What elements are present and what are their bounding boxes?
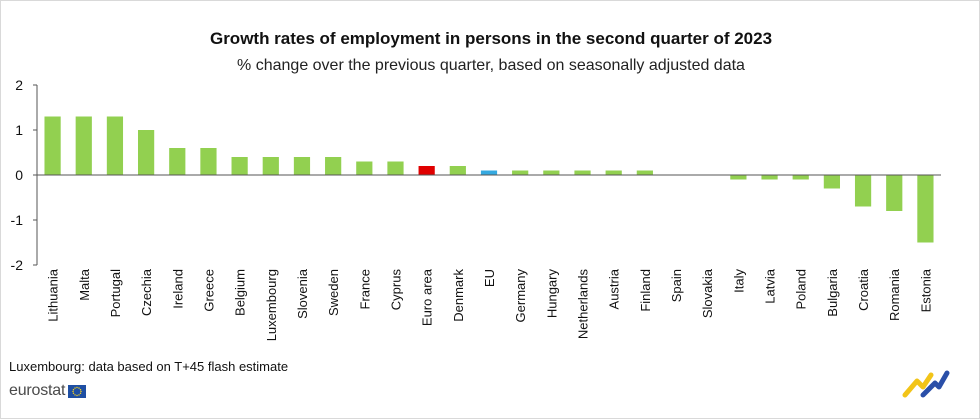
bar-lithuania bbox=[44, 116, 61, 175]
x-tick-label: Greece bbox=[201, 269, 216, 312]
eurostat-logo-text: eurostat bbox=[9, 382, 66, 399]
y-tick-label: 1 bbox=[15, 122, 23, 138]
x-tick-label: Portugal bbox=[108, 269, 123, 318]
x-tick-label: Austria bbox=[607, 268, 622, 309]
x-tick-label: Denmark bbox=[451, 269, 466, 322]
bar-romania bbox=[886, 175, 903, 211]
x-tick-label: Latvia bbox=[763, 268, 778, 303]
bar-poland bbox=[792, 175, 809, 180]
bar-portugal bbox=[106, 116, 124, 175]
bar-germany bbox=[512, 170, 529, 175]
bar-estonia bbox=[917, 175, 934, 243]
bar-cyprus bbox=[387, 161, 404, 175]
bar-czechia bbox=[137, 130, 155, 175]
bar-belgium bbox=[231, 157, 248, 175]
bar-sweden bbox=[325, 157, 342, 175]
x-tick-label: Belgium bbox=[233, 269, 248, 316]
bar-luxembourg bbox=[262, 157, 279, 175]
x-tick-label: Croatia bbox=[856, 268, 871, 311]
y-tick-label: 2 bbox=[15, 77, 23, 93]
y-axis: 2 1 0 -1 -2 bbox=[11, 77, 38, 273]
eurostat-corner-mark-icon bbox=[902, 370, 950, 398]
x-tick-label: Poland bbox=[794, 269, 809, 309]
chart-title: Growth rates of employment in persons in… bbox=[209, 29, 773, 48]
bar-netherlands bbox=[574, 170, 591, 175]
x-tick-label: Slovakia bbox=[700, 268, 715, 318]
bar-slovenia bbox=[293, 157, 311, 175]
eurostat-logo: eurostat bbox=[9, 382, 87, 400]
bar-italy bbox=[730, 175, 747, 180]
x-tick-label: Ireland bbox=[170, 269, 185, 309]
footnote: Luxembourg: data based on T+45 flash est… bbox=[9, 359, 289, 374]
bar-eu bbox=[480, 170, 498, 175]
x-tick-label: Lithuania bbox=[46, 268, 61, 322]
x-tick-label: Romania bbox=[887, 268, 902, 321]
x-tick-label: Bulgaria bbox=[825, 268, 840, 316]
chart-subtitle: % change over the previous quarter, base… bbox=[237, 57, 745, 74]
x-tick-label: France bbox=[357, 269, 372, 309]
bars bbox=[44, 116, 934, 243]
bar-greece bbox=[200, 148, 217, 175]
bar-hungary bbox=[543, 170, 560, 175]
x-tick-label: Slovenia bbox=[295, 268, 310, 319]
bar-austria bbox=[605, 170, 622, 175]
bar-finland bbox=[636, 170, 653, 175]
y-tick-label: -2 bbox=[11, 257, 24, 273]
x-tick-label: Euro area bbox=[420, 268, 435, 326]
x-tick-label: Finland bbox=[638, 269, 653, 312]
bar-bulgaria bbox=[823, 175, 841, 189]
x-tick-label: Netherlands bbox=[576, 269, 591, 340]
bar-latvia bbox=[761, 175, 778, 180]
x-tick-label: Italy bbox=[731, 269, 746, 293]
x-tick-label: Germany bbox=[513, 269, 528, 323]
x-tick-label: Malta bbox=[77, 268, 92, 301]
bar-croatia bbox=[854, 175, 872, 207]
y-tick-label: 0 bbox=[15, 167, 23, 183]
y-tick-label: -1 bbox=[11, 212, 24, 228]
bar-denmark bbox=[449, 166, 466, 175]
x-tick-label: Cyprus bbox=[388, 269, 403, 311]
x-tick-labels: Lithuania Malta Portugal Czechia Ireland Gree… bbox=[46, 268, 934, 341]
x-tick-label: Hungary bbox=[544, 269, 559, 319]
x-tick-label: Sweden bbox=[326, 269, 341, 316]
bar-euro-area bbox=[418, 166, 435, 175]
bar-france bbox=[356, 161, 373, 175]
x-tick-label: Estonia bbox=[918, 268, 933, 312]
bar-ireland bbox=[169, 148, 186, 175]
bar-malta bbox=[75, 116, 92, 175]
x-tick-label: Luxembourg bbox=[264, 269, 279, 341]
eu-flag-icon bbox=[68, 384, 87, 398]
x-tick-label: Czechia bbox=[139, 268, 154, 316]
x-tick-label: EU bbox=[482, 269, 497, 287]
x-tick-label: Spain bbox=[669, 269, 684, 302]
